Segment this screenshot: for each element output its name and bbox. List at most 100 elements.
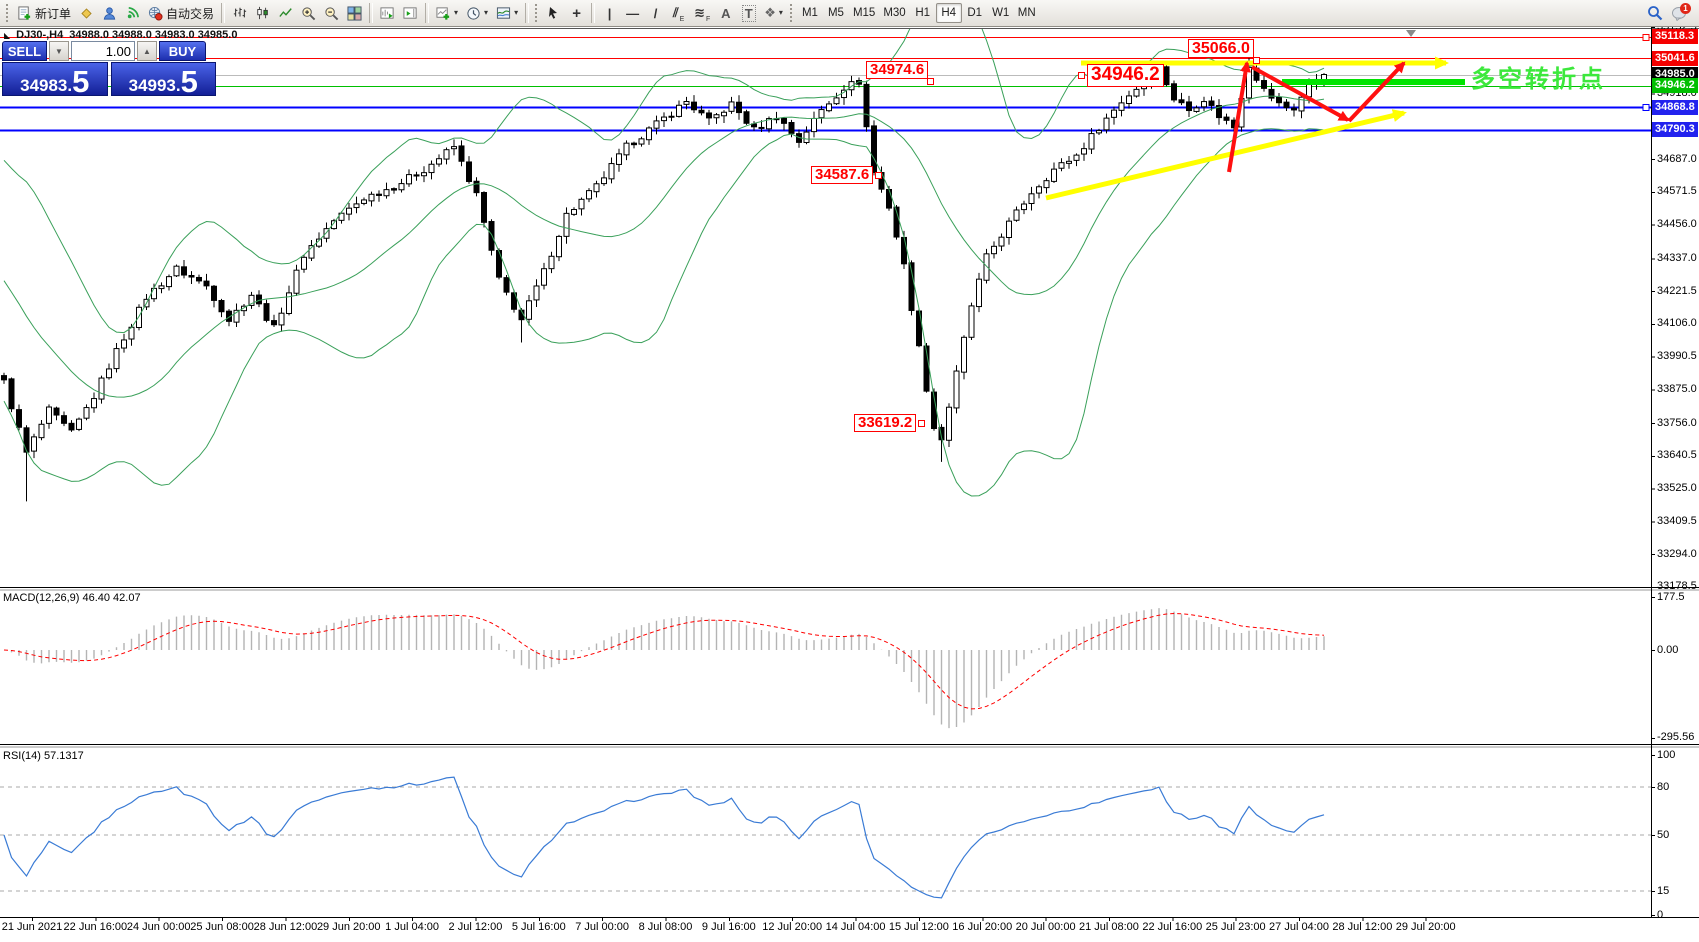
equidistant-channel-icon: ⫽ bbox=[672, 5, 679, 20]
zoom-out-button[interactable] bbox=[320, 2, 343, 24]
time-label: 24 Jun 00:00 bbox=[126, 921, 191, 933]
buy-button[interactable]: BUY bbox=[159, 41, 206, 61]
auto-trading-button[interactable]: 自动交易 bbox=[144, 2, 218, 24]
fibonacci-tool-button[interactable]: ≋ F bbox=[690, 2, 714, 24]
annotation-handle[interactable] bbox=[927, 78, 935, 86]
green-level-bar[interactable] bbox=[1282, 79, 1465, 85]
zoom-in-button[interactable] bbox=[297, 2, 320, 24]
text-label-tool-button[interactable]: T bbox=[737, 2, 760, 24]
auto-scroll-icon bbox=[380, 6, 395, 21]
red-trend-arrow[interactable] bbox=[1347, 61, 1406, 123]
rsi-tick: 50 bbox=[1657, 828, 1670, 841]
time-label: 7 Jul 00:00 bbox=[575, 921, 630, 933]
time-label: 8 Jul 08:00 bbox=[638, 921, 693, 933]
timeframe-m1[interactable]: M1 bbox=[801, 7, 818, 19]
time-label: 1 Jul 04:00 bbox=[385, 921, 440, 933]
profile-icon bbox=[102, 6, 117, 21]
sell-price-display[interactable]: 34983. 5 bbox=[2, 62, 108, 97]
annotation-handle[interactable] bbox=[1252, 57, 1260, 65]
buy-price-display[interactable]: 34993. 5 bbox=[110, 62, 216, 97]
periods-button[interactable]: ▾ bbox=[462, 2, 492, 24]
time-label: 25 Jun 08:00 bbox=[190, 921, 254, 933]
chart-shift-marker[interactable] bbox=[1406, 30, 1416, 37]
red-trend-arrow[interactable] bbox=[1227, 61, 1251, 173]
timeframe-m5[interactable]: M5 bbox=[827, 7, 844, 19]
vertical-line-tool-button[interactable]: | bbox=[598, 2, 621, 24]
timeframe-d1[interactable]: D1 bbox=[967, 7, 983, 19]
timeframe-h1[interactable]: H1 bbox=[915, 7, 931, 19]
time-label: 9 Jul 16:00 bbox=[701, 921, 756, 933]
trendline-tool-button[interactable]: / bbox=[644, 2, 667, 24]
text-tool-button[interactable]: A bbox=[714, 2, 737, 24]
community-profile-button[interactable] bbox=[98, 2, 121, 24]
crosshair-tool-button[interactable]: + bbox=[565, 2, 588, 24]
bar-chart-mode-button[interactable] bbox=[228, 2, 251, 24]
indicators-icon bbox=[436, 6, 451, 21]
horizontal-line-tool-button[interactable]: — bbox=[621, 2, 644, 24]
price-badge: 35041.6 bbox=[1652, 50, 1698, 66]
alert-bubble-icon: 1 bbox=[1671, 3, 1691, 21]
timeframe-m30[interactable]: M30 bbox=[883, 7, 906, 19]
price-annotation-label[interactable]: 34587.6 bbox=[811, 166, 883, 185]
price-tick: 34337.0 bbox=[1657, 251, 1697, 264]
timeframe-m15[interactable]: M15 bbox=[852, 7, 876, 19]
toolbar-grip[interactable] bbox=[789, 4, 794, 22]
indicators-button[interactable]: ▾ bbox=[432, 2, 462, 24]
cursor-tool-button[interactable] bbox=[542, 2, 565, 24]
metaeditor-button[interactable] bbox=[75, 2, 98, 24]
auto-scroll-button[interactable] bbox=[376, 2, 399, 24]
line-chart-mode-button[interactable] bbox=[274, 2, 297, 24]
alerts-button[interactable]: 1 bbox=[1667, 2, 1693, 24]
price-annotation-label[interactable]: 34974.6 bbox=[866, 61, 935, 86]
buy-price-main: 34993 bbox=[128, 76, 176, 95]
price-annotation-label[interactable]: 34946.2 bbox=[1078, 64, 1164, 87]
chevron-down-icon: ▾ bbox=[484, 8, 489, 17]
tile-windows-icon bbox=[347, 5, 362, 21]
one-click-trading-panel: SELL ▼ ▲ BUY 34983.5 34993.5 bbox=[2, 41, 216, 97]
annotation-handle[interactable] bbox=[875, 172, 883, 180]
time-label: 20 Jul 00:00 bbox=[1015, 921, 1076, 933]
red-trend-arrow[interactable] bbox=[1251, 65, 1350, 122]
new-order-button[interactable]: 新订单 bbox=[13, 2, 75, 24]
templates-button[interactable]: ▾ bbox=[492, 2, 522, 24]
channel-sub-label: E bbox=[679, 16, 685, 23]
tile-windows-button[interactable] bbox=[343, 2, 366, 24]
sell-button[interactable]: SELL bbox=[2, 41, 47, 61]
volume-input[interactable] bbox=[71, 41, 135, 61]
rsi-tick: 0 bbox=[1657, 908, 1664, 921]
macd-label: MACD(12,26,9) 46.40 42.07 bbox=[3, 592, 141, 604]
metaeditor-icon bbox=[79, 6, 94, 21]
text-label-icon: T bbox=[741, 4, 756, 22]
price-tick: 33640.5 bbox=[1657, 449, 1697, 462]
search-button[interactable] bbox=[1643, 2, 1667, 24]
price-annotation-label[interactable]: 33619.2 bbox=[854, 414, 926, 433]
price-annotation-label[interactable]: 35066.0 bbox=[1188, 39, 1260, 65]
turning-point-annotation[interactable]: 多空转折点 bbox=[1471, 66, 1606, 93]
chevron-down-icon: ▾ bbox=[454, 8, 459, 17]
timeframe-h4[interactable]: H4 bbox=[935, 3, 962, 23]
annotation-handle[interactable] bbox=[918, 420, 926, 428]
toolbar-grip[interactable] bbox=[6, 4, 10, 22]
time-label: 28 Jul 12:00 bbox=[1332, 921, 1393, 933]
signals-button[interactable] bbox=[121, 2, 144, 24]
time-label: 22 Jun 16:00 bbox=[63, 921, 128, 933]
timeframe-mn[interactable]: MN bbox=[1017, 7, 1036, 19]
toolbar-grip[interactable] bbox=[535, 4, 540, 22]
price-tick: 33875.0 bbox=[1657, 382, 1697, 395]
time-label: 29 Jul 20:00 bbox=[1395, 921, 1456, 933]
chart-shift-button[interactable] bbox=[399, 2, 422, 24]
annotation-handle[interactable] bbox=[1078, 72, 1085, 80]
arrows-tool-button[interactable]: ❖ ▾ bbox=[760, 2, 787, 24]
candlesticks bbox=[1, 51, 1327, 502]
equidistant-channel-tool-button[interactable]: ⫽ E bbox=[667, 2, 690, 24]
price-tick: 33756.0 bbox=[1657, 416, 1697, 429]
volume-increase-button[interactable]: ▲ bbox=[137, 41, 157, 61]
alert-count-badge: 1 bbox=[1680, 3, 1691, 14]
timeframe-w1[interactable]: W1 bbox=[992, 7, 1010, 19]
text-tool-icon: A bbox=[721, 5, 731, 21]
volume-decrease-button[interactable]: ▼ bbox=[49, 41, 69, 61]
yellow-trend-arrow[interactable] bbox=[1045, 109, 1407, 201]
time-label: 2 Jul 12:00 bbox=[448, 921, 503, 933]
candlestick-mode-button[interactable] bbox=[251, 2, 274, 24]
